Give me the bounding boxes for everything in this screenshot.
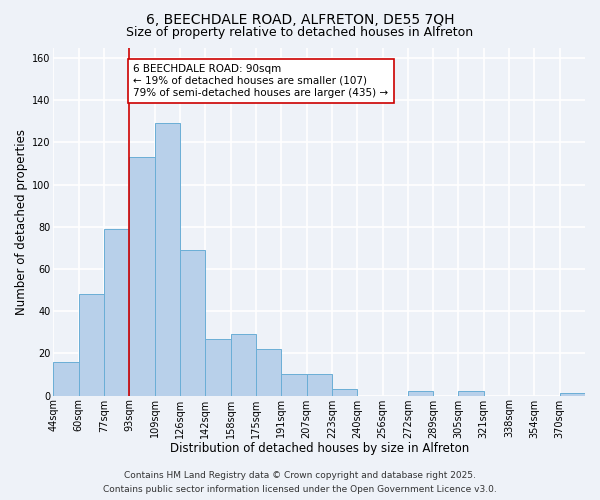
Bar — [281, 374, 307, 396]
Text: Size of property relative to detached houses in Alfreton: Size of property relative to detached ho… — [127, 26, 473, 39]
Bar — [230, 334, 256, 396]
Bar — [256, 349, 281, 396]
Bar — [155, 124, 180, 396]
Bar — [130, 157, 155, 396]
Bar — [332, 389, 357, 396]
Text: 6 BEECHDALE ROAD: 90sqm
← 19% of detached houses are smaller (107)
79% of semi-d: 6 BEECHDALE ROAD: 90sqm ← 19% of detache… — [133, 64, 388, 98]
Bar — [53, 362, 79, 396]
X-axis label: Distribution of detached houses by size in Alfreton: Distribution of detached houses by size … — [170, 442, 469, 455]
Bar — [104, 229, 130, 396]
Bar — [79, 294, 104, 396]
Bar — [560, 394, 585, 396]
Y-axis label: Number of detached properties: Number of detached properties — [15, 128, 28, 314]
Text: Contains HM Land Registry data © Crown copyright and database right 2025.
Contai: Contains HM Land Registry data © Crown c… — [103, 472, 497, 494]
Bar — [408, 392, 433, 396]
Bar — [205, 338, 230, 396]
Bar — [458, 392, 484, 396]
Text: 6, BEECHDALE ROAD, ALFRETON, DE55 7QH: 6, BEECHDALE ROAD, ALFRETON, DE55 7QH — [146, 12, 454, 26]
Bar — [180, 250, 205, 396]
Bar — [307, 374, 332, 396]
